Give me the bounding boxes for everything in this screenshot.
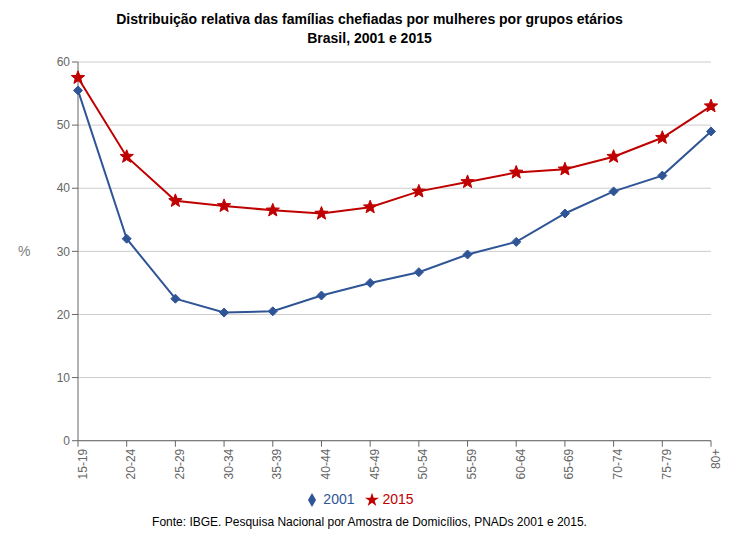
svg-text:40: 40 <box>57 181 71 195</box>
html-text:Brasil, 2001 e 2015: Brasil, 2001 e 2015 <box>307 30 432 46</box>
svg-text:80+: 80+ <box>709 449 723 469</box>
svg-text:70-74: 70-74 <box>611 448 625 479</box>
svg-text:50-54: 50-54 <box>416 448 430 479</box>
svg-text:0: 0 <box>63 434 70 448</box>
svg-text:65-69: 65-69 <box>562 448 576 479</box>
svg-text:10: 10 <box>57 371 71 385</box>
svg-text:20-24: 20-24 <box>124 448 138 479</box>
svg-text:%: % <box>18 243 30 259</box>
html-text:Distribuição relativa das famí: Distribuição relativa das famílias chefi… <box>116 11 623 27</box>
html-text:2001: 2001 <box>323 490 355 507</box>
svg-text:55-59: 55-59 <box>465 448 479 479</box>
svg-text:30: 30 <box>57 245 71 259</box>
svg-text:50: 50 <box>57 118 71 132</box>
svg-text:20: 20 <box>57 308 71 322</box>
html-text:Fonte: IBGE. Pesquisa Nacional: Fonte: IBGE. Pesquisa Nacional por Amost… <box>152 515 587 529</box>
svg-text:60-64: 60-64 <box>514 448 528 479</box>
svg-text:40-44: 40-44 <box>319 448 333 479</box>
svg-text:30-34: 30-34 <box>222 448 236 479</box>
svg-text:35-39: 35-39 <box>270 448 284 479</box>
svg-text:25-29: 25-29 <box>173 448 187 479</box>
html-text:2015: 2015 <box>382 490 414 507</box>
svg-text:60: 60 <box>57 55 71 69</box>
svg-text:45-49: 45-49 <box>368 448 382 479</box>
svg-text:75-79: 75-79 <box>660 448 674 479</box>
svg-text:15-19: 15-19 <box>76 448 90 479</box>
